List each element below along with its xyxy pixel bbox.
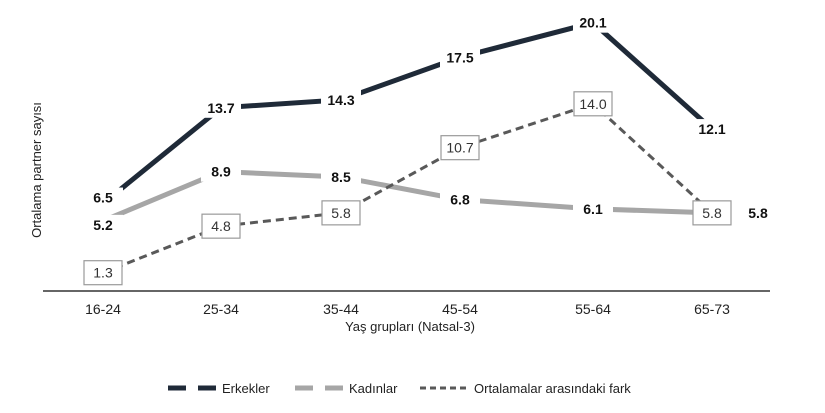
data-point-value: 5.8: [331, 205, 351, 221]
x-tick-label: 65-73: [694, 301, 730, 317]
y-axis-label: Ortalama partner sayısı: [29, 102, 44, 238]
data-label: 5.8: [321, 200, 361, 226]
data-point-value: 4.8: [211, 218, 231, 234]
data-point-value: 20.1: [579, 15, 606, 31]
legend-label: Ortalamalar arasındaki fark: [474, 381, 631, 396]
data-label: 5.8: [692, 200, 732, 226]
legend-label: Kadınlar: [349, 381, 398, 396]
data-label: 1.3: [83, 260, 123, 286]
data-point-value: 10.7: [446, 140, 473, 156]
series-line-0: [101, 19, 714, 206]
series-line-1: [102, 169, 713, 224]
data-label-bg: [83, 187, 123, 208]
data-label-bg: [440, 189, 480, 210]
data-label-bg: [321, 89, 361, 110]
data-label: 6.8: [440, 189, 480, 210]
data-point-value: 6.1: [583, 201, 603, 217]
data-label-box: [83, 260, 123, 286]
data-label: 12.1: [692, 119, 732, 140]
data-label-bg: [440, 47, 480, 68]
data-label-bg: [738, 202, 778, 223]
data-label-bg: [201, 97, 241, 118]
x-axis-label: Yaş grupları (Natsal-3): [345, 319, 475, 334]
data-point-value: 14.0: [579, 96, 606, 112]
x-tick-label: 35-44: [323, 301, 359, 317]
data-label-box: [573, 91, 613, 117]
data-label-bg: [321, 166, 361, 187]
data-label-bg: [692, 119, 732, 140]
data-label: 14.3: [321, 89, 361, 110]
series-line-2: [102, 102, 714, 275]
data-label-bg: [573, 12, 613, 33]
data-point-value: 8.5: [331, 169, 351, 185]
data-point-value: 6.8: [450, 192, 470, 208]
data-label-box: [440, 135, 480, 161]
data-point-value: 14.3: [327, 92, 354, 108]
data-label-bg: [83, 214, 123, 235]
data-label: 4.8: [201, 213, 241, 239]
data-label: 14.0: [573, 91, 613, 117]
legend: Erkekler Kadınlar Ortalamalar arasındaki f…: [168, 381, 631, 396]
data-label-box: [201, 213, 241, 239]
x-tick-label: 16-24: [85, 301, 121, 317]
x-tick-label: 55-64: [575, 301, 611, 317]
data-label: 8.9: [201, 161, 241, 182]
data-label: 6.5: [83, 187, 123, 208]
data-point-value: 13.7: [207, 100, 234, 116]
data-label: 6.1: [573, 198, 613, 219]
data-label: 13.7: [201, 97, 241, 118]
data-point-value: 6.5: [93, 190, 113, 206]
data-label: 5.8: [738, 202, 778, 223]
data-point-value: 5.8: [748, 205, 768, 221]
data-label-bg: [201, 161, 241, 182]
data-point-value: 17.5: [446, 49, 473, 65]
x-tick-label: 25-34: [203, 301, 239, 317]
data-point-value: 8.9: [211, 164, 231, 180]
data-label-box: [692, 200, 732, 226]
data-point-value: 5.2: [93, 217, 113, 233]
data-label-bg: [573, 198, 613, 219]
x-tick-label: 45-54: [442, 301, 478, 317]
data-label-box: [321, 200, 361, 226]
data-label: 8.5: [321, 166, 361, 187]
data-label: 5.2: [83, 214, 123, 235]
data-point-value: 5.8: [702, 205, 722, 221]
data-label: 10.7: [440, 135, 480, 161]
data-point-value: 12.1: [698, 121, 725, 137]
data-label: 20.1: [573, 12, 613, 33]
legend-label: Erkekler: [222, 381, 270, 396]
data-point-value: 1.3: [93, 265, 113, 281]
data-label: 17.5: [440, 47, 480, 68]
